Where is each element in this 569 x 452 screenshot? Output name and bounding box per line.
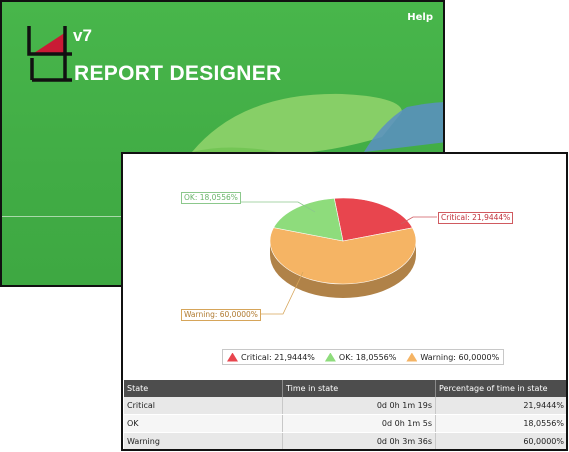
pie-chart bbox=[237, 197, 437, 315]
column-header-percentage: Percentage of time in state bbox=[435, 380, 566, 397]
table-row: OK 0d 0h 1m 5s 18,0556% bbox=[124, 414, 566, 433]
legend-item-ok: OK: 18,0556% bbox=[324, 352, 397, 362]
cell-time: 0d 0h 1m 19s bbox=[282, 397, 436, 415]
table-row: Warning 0d 0h 3m 36s 60,0000% bbox=[124, 432, 566, 449]
cell-percentage: 18,0556% bbox=[435, 414, 566, 433]
version-label: v7 bbox=[73, 26, 92, 45]
cell-state: Critical bbox=[124, 397, 283, 415]
warning-swatch-icon bbox=[406, 352, 418, 362]
brand-logo bbox=[27, 26, 72, 82]
app-title: REPORT DESIGNER bbox=[74, 62, 282, 85]
callout-ok: OK: 18,0556% bbox=[181, 192, 241, 204]
callout-warning: Warning: 60,0000% bbox=[181, 309, 261, 321]
legend-label-warning: Warning: 60,0000% bbox=[420, 352, 500, 362]
pie-slice-warning bbox=[269, 227, 417, 285]
pie-slice-ok bbox=[273, 197, 344, 242]
cell-state: OK bbox=[124, 414, 283, 433]
report-preview: OK: 18,0556% Critical: 21,9444% Warning:… bbox=[121, 152, 568, 451]
table-header-row: State Time in state Percentage of time i… bbox=[124, 380, 566, 397]
column-header-state: State bbox=[124, 380, 283, 397]
legend-item-critical: Critical: 21,9444% bbox=[227, 352, 315, 362]
table-row: Critical 0d 0h 1m 19s 21,9444% bbox=[124, 397, 566, 415]
leader-line-ok bbox=[237, 201, 316, 213]
cell-time: 0d 0h 3m 36s bbox=[282, 432, 436, 449]
column-header-time: Time in state bbox=[282, 380, 436, 397]
leader-line-warning bbox=[254, 271, 304, 315]
pie-slice-critical bbox=[333, 197, 413, 242]
state-table: State Time in state Percentage of time i… bbox=[124, 380, 566, 449]
cell-percentage: 60,0000% bbox=[435, 432, 566, 449]
leader-line-critical bbox=[400, 216, 437, 225]
ok-swatch-icon bbox=[324, 352, 336, 362]
cell-state: Warning bbox=[124, 432, 283, 449]
chart-legend: Critical: 21,9444% OK: 18,0556% Warning:… bbox=[222, 349, 505, 365]
legend-label-ok: OK: 18,0556% bbox=[338, 352, 397, 362]
legend-label-critical: Critical: 21,9444% bbox=[241, 352, 315, 362]
callout-critical: Critical: 21,9444% bbox=[438, 212, 514, 224]
cell-time: 0d 0h 1m 5s bbox=[282, 414, 436, 433]
critical-swatch-icon bbox=[227, 352, 238, 362]
legend-item-warning: Warning: 60,0000% bbox=[406, 352, 500, 362]
pie-side-warning bbox=[270, 241, 416, 298]
help-link[interactable]: Help bbox=[407, 12, 433, 23]
cell-percentage: 21,9444% bbox=[435, 397, 566, 415]
